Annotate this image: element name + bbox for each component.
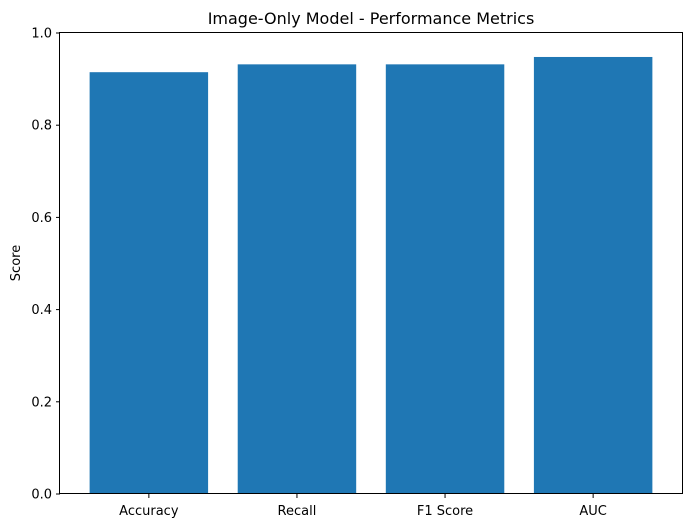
chart-title: Image-Only Model - Performance Metrics <box>208 9 535 28</box>
y-axis-ticks: 0.0 0.2 0.4 0.6 0.8 1.0 <box>31 27 60 503</box>
y-tick-label: 0.2 <box>31 395 52 410</box>
y-tick-label: 0.8 <box>31 119 52 134</box>
x-tick-label: Accuracy <box>119 504 179 519</box>
bar-recall <box>237 64 357 494</box>
bar-f1-score <box>385 64 505 494</box>
x-tick-label: F1 Score <box>417 504 473 519</box>
x-tick-label: Recall <box>278 504 317 519</box>
bar-accuracy <box>89 72 209 494</box>
x-tick-label: AUC <box>579 504 607 519</box>
bars-group <box>89 56 653 494</box>
y-tick-label: 0.6 <box>31 211 52 226</box>
plot-frame <box>59 32 683 494</box>
x-axis-ticks: Accuracy Recall F1 Score AUC <box>119 494 607 519</box>
bar-auc <box>533 56 653 494</box>
y-tick-label: 1.0 <box>31 27 52 42</box>
y-axis-label: Score <box>9 245 24 281</box>
y-tick-label: 0.4 <box>31 303 52 318</box>
y-tick-label: 0.0 <box>31 488 52 503</box>
